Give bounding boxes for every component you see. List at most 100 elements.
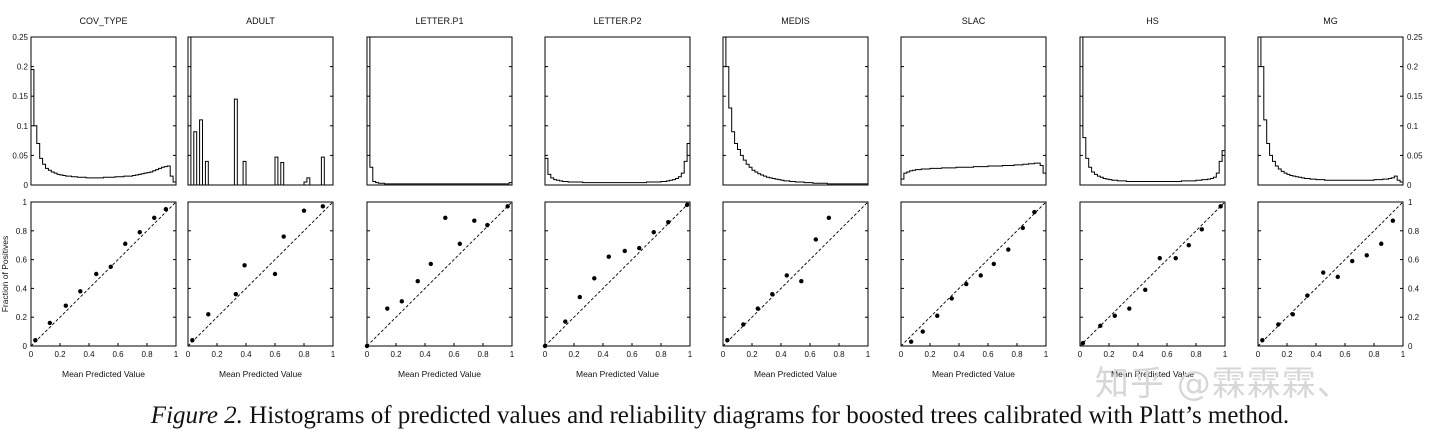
reliability-y-tick-label: 0 [23,342,28,351]
reliability-x-tick-label: 0 [1078,350,1083,359]
reliability-point [920,329,925,334]
reliability-point [137,230,142,235]
reliability-x-tick-label: 0.2 [211,350,223,359]
histogram-title: LETTER.P2 [593,16,641,26]
reliability-x-tick-label: 0.2 [1281,350,1293,359]
reliability-point [108,264,113,269]
reliability-point [935,313,940,318]
reliability-x-tick-label: 0 [899,350,904,359]
histogram-title: LETTER.P1 [415,16,463,26]
reliability-point [1186,243,1191,248]
diagonal-reference-line [1257,201,1404,347]
reliability-point [399,299,404,304]
reliability-x-tick-label: 0.8 [833,350,845,359]
reliability-frame [900,201,1047,347]
histogram-panel-medis [722,36,869,186]
histogram-frame [1079,36,1226,186]
histogram-frame [30,36,177,186]
reliability-x-tick-label: 1 [866,350,871,359]
reliability-x-tick-label: 0.6 [1339,350,1351,359]
reliability-point [1276,322,1281,327]
reliability-point [1020,225,1025,231]
reliability-x-tick-label: 0.4 [1310,350,1322,359]
histogram-title: MG [1323,16,1338,26]
reliability-y-tick-label: 0.4 [16,284,28,293]
reliability-x-tick-label: 1 [331,350,336,359]
histogram-panel-letter-p1 [366,36,513,186]
reliability-point [725,338,730,343]
histogram-bars [1257,36,1404,185]
reliability-point [33,338,38,343]
reliability-point [1006,247,1011,252]
histogram-bars [544,143,691,185]
reliability-x-tick-label: 1 [688,350,693,359]
reliability-point [242,263,247,268]
reliability-y-tick-label: 0.6 [16,256,28,265]
reliability-point [1260,338,1265,343]
reliability-point [505,204,510,209]
reliability-x-tick-label: 0 [1256,350,1261,359]
reliability-y-tick-label: 1 [1408,198,1413,207]
histogram-y-tick-label: 0.1 [1407,122,1419,131]
histogram-frame [900,36,1047,186]
histogram-frame [544,36,691,186]
diagonal-reference-line [544,201,691,347]
reliability-panel-7 [1079,201,1226,347]
reliability-y-tick-label: 0.6 [1408,256,1420,265]
reliability-x-tick-label: 0.8 [477,350,489,359]
reliability-point [755,306,760,311]
reliability-x-tick-label: 0.2 [568,350,580,359]
reliability-x-tick-label: 0.2 [390,350,402,359]
reliability-point [63,303,68,308]
reliability-x-axis-label: Mean Predicted Value [754,369,837,379]
caption-label: Figure 2. [150,402,243,429]
reliability-x-tick-label: 0.6 [448,350,460,359]
reliability-point [47,320,53,326]
histogram-title: MEDIS [781,16,810,26]
reliability-point [1143,287,1148,293]
reliability-frame [30,201,177,347]
reliability-x-tick-label: 1 [1223,350,1228,359]
reliability-x-tick-label: 0.6 [626,350,638,359]
reliability-panel-2 [187,201,334,347]
histogram-bars [30,69,177,185]
reliability-frame [187,201,334,347]
reliability-point [485,222,490,228]
reliability-point [428,261,433,267]
reliability-point [1127,306,1132,311]
reliability-point [637,245,642,251]
reliability-y-tick-label: 0.4 [1408,284,1420,293]
histogram-frame [366,36,513,186]
diagonal-reference-line [187,201,334,347]
histogram-frame [187,36,334,186]
reliability-x-tick-label: 0.8 [298,350,310,359]
reliability-x-axis-label: Mean Predicted Value [932,369,1015,379]
diagonal-reference-line [722,201,869,347]
reliability-x-tick-label: 0.8 [1368,350,1380,359]
reliability-point [152,215,157,221]
histogram-y-tick-label: 0.2 [1407,63,1419,72]
reliability-point [472,218,477,223]
reliability-point [563,319,568,324]
reliability-point [457,241,462,246]
reliability-point [233,291,239,297]
reliability-point [163,207,169,212]
reliability-x-axis-label: Mean Predicted Value [576,369,659,379]
reliability-x-tick-label: 1 [510,350,515,359]
diagonal-reference-line [900,201,1047,347]
reliability-point [94,271,99,277]
histogram-y-tick-label: 0.05 [1407,151,1423,160]
reliability-point [978,273,983,278]
diagonal-reference-line [1079,201,1226,347]
histogram-bars [900,162,1047,185]
histogram-bars [1079,36,1226,185]
reliability-point [606,254,611,259]
reliability-x-tick-label: 0.6 [804,350,816,359]
reliability-point [1112,313,1118,318]
reliability-frame [1079,201,1226,347]
reliability-point [908,339,914,344]
reliability-x-tick-label: 0.4 [240,350,252,359]
reliability-point [1390,218,1396,223]
reliability-point [741,322,746,327]
